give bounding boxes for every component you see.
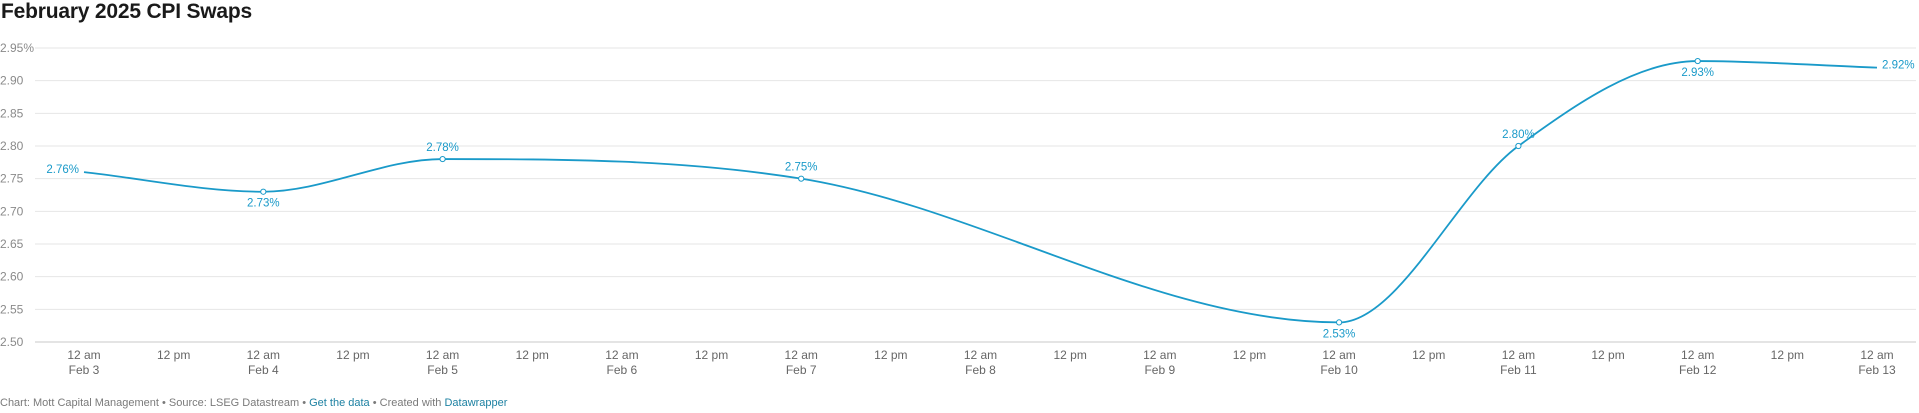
datawrapper-link[interactable]: Datawrapper [444,397,508,409]
x-tick-date-label: Feb 7 [786,363,817,377]
x-tick-label: 12 am [1502,348,1535,362]
y-tick-label: 2.55 [0,302,24,316]
y-tick-label: 2.60 [0,270,24,284]
data-markers [260,57,1701,326]
data-point-marker [1515,142,1522,150]
get-the-data-link[interactable]: Get the data [309,397,370,409]
y-tick-label: 2.85 [0,106,24,120]
x-tick-label: 12 pm [336,348,369,362]
data-point-marker [260,188,267,195]
y-tick-label: 2.95% [0,41,34,55]
x-tick-label: 12 am [964,348,997,362]
x-tick-label: 12 pm [1591,348,1624,362]
series-line [83,60,1878,324]
x-tick-label: 12 am [605,348,638,362]
footer-credit: Chart: Mott Capital Management • Source:… [0,397,307,409]
gridlines [35,47,1916,343]
y-tick-label: 2.90 [0,74,24,88]
x-tick-label: 12 am [1143,348,1176,362]
data-label: 2.92% [1882,60,1915,72]
y-axis: 2.50 2.55 2.60 2.65 2.70 2.75 2.80 2.85 2.90 2.95… [0,41,34,349]
y-tick-label: 2.65 [0,237,24,251]
data-point-marker [1694,57,1701,65]
data-label: 2.76% [46,164,79,176]
x-tick-label: 12 pm [1771,348,1804,362]
x-tick-label: 12 am [1322,348,1355,362]
line-chart: 2.50 2.55 2.60 2.65 2.70 2.75 2.80 2.85 2.90 2.95… [0,41,1916,377]
footer-created-with: • Created with [372,397,442,409]
x-tick-label: 12 pm [157,348,190,362]
x-tick-date-label: Feb 3 [69,363,100,377]
data-point-marker [1336,319,1343,326]
data-label: 2.53% [1323,328,1356,340]
x-tick-date-label: Feb 11 [1500,363,1537,377]
x-tick-date-label: Feb 12 [1679,363,1717,377]
data-label: 2.93% [1681,67,1714,79]
y-tick-label: 2.70 [0,204,24,218]
data-point-marker [439,155,446,163]
x-tick-label: 12 am [1681,348,1714,362]
x-tick-date-label: Feb 5 [427,363,458,377]
x-tick-label: 12 pm [516,348,549,362]
x-tick-label: 12 am [247,348,280,362]
x-tick-label: 12 pm [1053,348,1086,362]
y-tick-label: 2.75 [0,172,24,186]
x-tick-label: 12 pm [874,348,907,362]
x-tick-date-label: Feb 13 [1858,363,1896,377]
x-tick-date-label: Feb 8 [965,363,996,377]
data-label: 2.78% [426,142,459,154]
x-tick-label: 12 am [1860,348,1893,362]
x-tick-label: 12 pm [1412,348,1445,362]
x-tick-label: 12 pm [1233,348,1266,362]
data-labels: 2.76% 2.73% 2.78% 2.75% 2.53% 2.80% 2.93% 2.92% [46,60,1914,341]
x-tick-date-label: Feb 9 [1144,363,1175,377]
data-point-marker [798,175,805,182]
x-tick-date-label: Feb 6 [607,363,638,377]
x-tick-date-label: Feb 10 [1320,363,1358,377]
x-tick-date-label: Feb 4 [248,363,279,377]
data-label: 2.73% [247,198,280,210]
y-tick-label: 2.80 [0,139,24,153]
x-tick-label: 12 am [785,348,818,362]
chart-title: February 2025 CPI Swaps [1,0,253,23]
y-tick-label: 2.50 [0,335,24,349]
data-label: 2.75% [785,162,818,174]
x-tick-label: 12 pm [695,348,728,362]
chart-footer: Chart: Mott Capital Management • Source:… [0,397,507,409]
x-tick-label: 12 am [426,348,459,362]
x-tick-label: 12 am [67,348,100,362]
data-label: 2.80% [1502,129,1535,141]
